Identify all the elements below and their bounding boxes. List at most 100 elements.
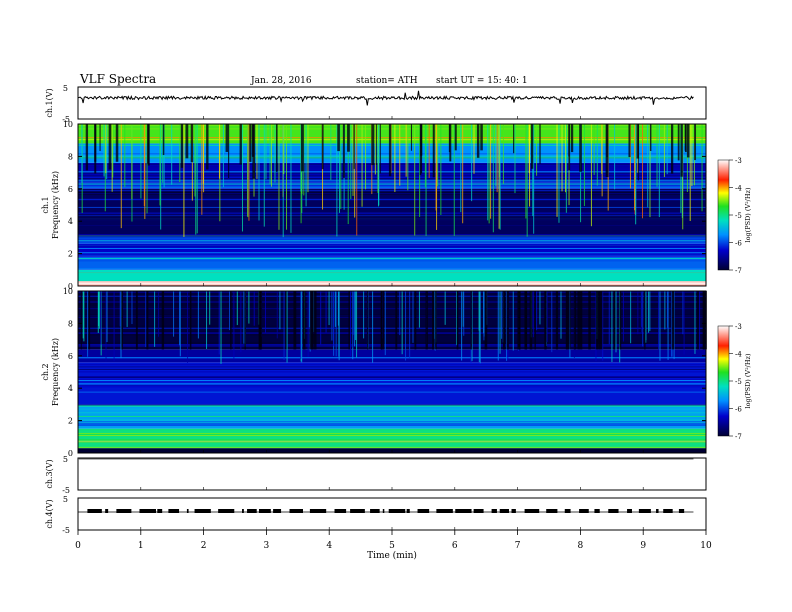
ch4-burst [350, 509, 365, 513]
spectrogram-spike [146, 124, 148, 214]
x-axis-label: Time (min) [367, 550, 417, 561]
spectrogram-spike [124, 124, 126, 187]
ch4-burst [406, 509, 410, 513]
spectrogram-spike [565, 124, 567, 193]
ch1-panel-frame [77, 86, 707, 120]
spectrogram-line [78, 234, 706, 236]
spectrogram-line [78, 240, 706, 242]
spectrogram-spike [580, 124, 582, 223]
spectrogram-spike [87, 291, 89, 357]
spectrogram-gap [410, 124, 413, 151]
spectrogram-spike [270, 124, 272, 187]
spectrogram-spike [154, 291, 156, 347]
ch4-burst [608, 509, 619, 513]
spectrogram-spike [233, 291, 235, 360]
spectrogram-line [78, 139, 706, 141]
spectrogram-line [78, 357, 706, 359]
spectrogram-line [78, 216, 706, 218]
y-tick-label: 2 [68, 250, 73, 259]
spectrogram-spike [565, 124, 567, 213]
spectrogram-line [78, 267, 706, 269]
spectrogram-spike [187, 291, 189, 363]
spectrogram-spike [283, 124, 285, 175]
spectrogram-line [78, 291, 706, 293]
colorbar-tick-label: -6 [735, 406, 742, 414]
spectrogram-spike [658, 291, 660, 350]
spectrogram-spike [614, 124, 616, 190]
spectrogram-gap [342, 124, 345, 178]
spectrogram-spike [350, 124, 352, 200]
spectrogram-gap [570, 124, 574, 153]
spectrogram-gap [588, 291, 591, 350]
spectrogram-line [78, 405, 706, 407]
spectrogram-spike [501, 291, 503, 339]
spectrogram-spike [105, 291, 107, 362]
spectrogram-line [78, 172, 706, 174]
ch4-burst [417, 509, 430, 513]
y-axis-label: Frequency (kHz) [51, 171, 60, 239]
ch4-burst [594, 509, 600, 513]
spectrogram-line [78, 380, 706, 382]
spectrogram-spike [471, 124, 473, 202]
spectrogram-spike [399, 291, 401, 336]
spectrogram-line [78, 174, 706, 176]
ch4-burst [524, 509, 540, 513]
spectrogram-spike [596, 124, 598, 186]
spectrogram-gap [347, 124, 350, 152]
spectrogram-spike [222, 124, 224, 188]
spectrogram-gap [555, 291, 559, 350]
spectrogram-spike [686, 124, 688, 193]
x-tick-label: 3 [264, 541, 270, 551]
spectrogram-spike [649, 291, 651, 332]
spectrogram-spike [649, 124, 651, 218]
spectrogram-line [78, 176, 706, 178]
spectrogram-gap [579, 291, 583, 350]
spectrogram-spike [264, 291, 266, 333]
spectrogram-spike [502, 124, 504, 184]
colorbar-tick-label: -7 [735, 433, 742, 441]
ch4-burst [186, 509, 189, 513]
spectrogram-spike [179, 291, 181, 357]
spectrogram-line [78, 253, 706, 255]
ch4-burst [370, 509, 380, 513]
spectrogram-spike [412, 291, 414, 343]
spectrogram-spike [378, 124, 380, 206]
colorbar-label: log(PSD) (V²/Hz) [744, 353, 752, 408]
spectrogram-gap [619, 291, 622, 350]
spectrogram-spike [352, 291, 354, 335]
spectrogram-spike [282, 124, 284, 238]
spectrogram-gap [313, 291, 317, 350]
spectrogram-gap [502, 291, 506, 350]
spectrogram-spike [144, 124, 146, 220]
ch4-burst [247, 509, 257, 513]
spectrogram-line [78, 244, 706, 246]
spectrogram-spike [300, 291, 302, 359]
spectrogram-spike [331, 291, 333, 341]
spectrogram-line [78, 441, 706, 443]
spectrogram-spike [104, 124, 106, 212]
spectrogram-line [78, 353, 706, 355]
spectrogram-gap [383, 291, 385, 350]
spectrogram-spike [337, 291, 339, 326]
spectrogram-line [78, 212, 706, 214]
spectrogram-gap [670, 124, 674, 174]
y-tick-label: 5 [63, 455, 68, 464]
spectrogram-spike [256, 124, 258, 179]
spectrogram-spike [131, 124, 133, 200]
ch4-burst [499, 509, 509, 513]
spectrogram-line [78, 166, 706, 168]
spectrogram-spike [532, 124, 534, 217]
spectrogram-spike [414, 124, 416, 236]
spectrogram-spike [496, 124, 498, 193]
ch1-colorbar [717, 159, 730, 271]
spectrogram-line [78, 298, 706, 300]
x-tick-label: 7 [515, 541, 521, 551]
spectrogram-spike [365, 124, 367, 190]
y-tick-label: 6 [68, 352, 73, 361]
spectrogram-spike [483, 291, 485, 334]
spectrogram-line [78, 376, 706, 378]
ch4-burst [194, 509, 211, 513]
spectrogram-spike [203, 124, 205, 193]
spectrogram-spike [532, 291, 534, 329]
